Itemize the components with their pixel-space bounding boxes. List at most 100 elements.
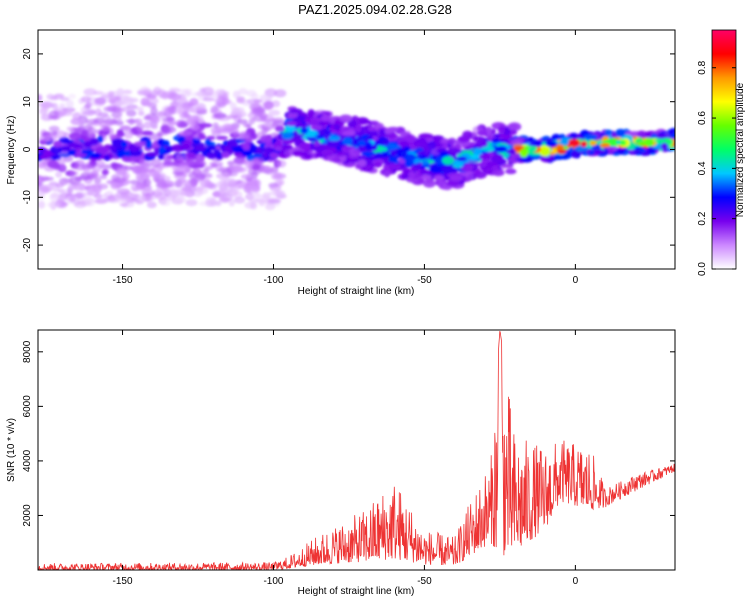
heatmap-cell xyxy=(232,90,241,99)
heatmap-cell xyxy=(198,123,213,128)
heatmap-cell xyxy=(442,156,455,165)
heatmap-cell xyxy=(100,124,111,132)
heatmap-cell xyxy=(141,189,155,197)
heatmap-cell xyxy=(46,93,55,100)
heatmap-cell xyxy=(157,153,165,160)
heatmap-cell xyxy=(476,130,488,135)
heatmap-cell xyxy=(47,160,59,169)
heatmap-cell xyxy=(149,115,160,123)
heatmap-cell xyxy=(421,160,430,166)
heatmap-cell xyxy=(153,86,162,96)
heatmap-cell xyxy=(230,166,244,173)
heatmap-cell xyxy=(185,119,196,125)
spectrogram-ytick-label: -20 xyxy=(22,237,33,252)
heatmap-cell xyxy=(510,139,524,148)
heatmap-cell xyxy=(189,123,200,131)
heatmap-cell xyxy=(86,118,99,125)
heatmap-cell xyxy=(214,89,225,95)
heatmap-cell xyxy=(163,126,177,133)
heatmap-cell xyxy=(403,168,410,176)
heatmap-cell xyxy=(60,96,70,102)
heatmap-cell xyxy=(132,164,143,174)
heatmap-cell xyxy=(263,118,277,123)
heatmap-cell xyxy=(583,134,598,140)
heatmap-cell xyxy=(300,127,308,134)
heatmap-cell xyxy=(157,181,168,189)
heatmap-cell xyxy=(215,135,228,140)
heatmap-cell xyxy=(172,171,185,176)
heatmap-cell xyxy=(282,139,294,145)
heatmap-cell xyxy=(40,184,53,193)
snr-ticks: -150 -100 -50 0 2000 4000 6000 8000 xyxy=(22,330,675,587)
heatmap-cell xyxy=(245,124,252,129)
heatmap-cell xyxy=(274,146,283,152)
heatmap-cell xyxy=(269,183,282,192)
heatmap-cell xyxy=(238,131,251,139)
heatmap-cell xyxy=(178,130,193,137)
heatmap-cell xyxy=(246,189,253,195)
heatmap-cell xyxy=(40,101,55,109)
heatmap-cell xyxy=(180,154,188,163)
heatmap-cell xyxy=(68,93,76,99)
heatmap-cell xyxy=(127,97,136,104)
heatmap-cell xyxy=(379,147,388,152)
heatmap-cell xyxy=(232,130,240,136)
snr-panel: -150 -100 -50 0 2000 4000 6000 8000 Height of s… xyxy=(6,329,676,597)
heatmap-cell xyxy=(70,170,79,176)
heatmap-cell xyxy=(65,99,74,109)
heatmap-cell xyxy=(539,147,551,157)
colorbar-ticks: 0.0 0.2 0.4 0.6 0.8 xyxy=(697,60,736,276)
heatmap-cell xyxy=(185,152,196,159)
heatmap-cell xyxy=(320,115,331,122)
snr-ytick-label: 2000 xyxy=(22,504,33,527)
snr-xlabel: Height of straight line (km) xyxy=(298,586,415,597)
heatmap-cell xyxy=(123,165,134,170)
heatmap-cell xyxy=(72,182,86,191)
heatmap-cell xyxy=(38,200,46,209)
heatmap-cell xyxy=(181,143,191,150)
heatmap-cell xyxy=(108,197,120,204)
heatmap-cell xyxy=(328,135,341,142)
heatmap-cell xyxy=(269,152,279,159)
heatmap-cell xyxy=(177,89,190,94)
heatmap-cell xyxy=(161,117,176,122)
heatmap-cell xyxy=(644,138,654,147)
heatmap-cell xyxy=(87,162,95,170)
heatmap-cell xyxy=(222,178,237,187)
spectrogram-ytick-label: 0 xyxy=(22,146,33,152)
heatmap-cell xyxy=(142,168,155,173)
spectrogram-xlabel: Height of straight line (km) xyxy=(298,286,415,297)
heatmap-cell xyxy=(473,135,480,142)
snr-series-line xyxy=(38,330,675,570)
heatmap-cell xyxy=(473,148,481,154)
heatmap-cell xyxy=(382,140,390,146)
heatmap-cell xyxy=(276,160,287,168)
heatmap-cell xyxy=(256,107,266,113)
heatmap-cell xyxy=(296,115,306,122)
heatmap-cell xyxy=(571,149,579,159)
heatmap-cell xyxy=(38,182,44,187)
heatmap-cell xyxy=(252,163,261,171)
heatmap-cell xyxy=(122,89,133,95)
heatmap-cell xyxy=(232,190,243,199)
heatmap-cell xyxy=(361,164,374,172)
heatmap-cell xyxy=(87,130,95,138)
heatmap-cell xyxy=(224,124,238,130)
heatmap-cell xyxy=(193,159,206,166)
heatmap-cell xyxy=(196,91,204,97)
heatmap-cell xyxy=(318,130,325,136)
heatmap-cell xyxy=(97,135,104,143)
heatmap-cell xyxy=(67,149,77,156)
heatmap-cell xyxy=(278,179,285,186)
heatmap-cell xyxy=(271,100,281,108)
heatmap-cell xyxy=(206,152,217,159)
heatmap-cell xyxy=(94,198,107,204)
heatmap-cell xyxy=(168,87,181,93)
heatmap-cell xyxy=(63,132,70,137)
heatmap-cell xyxy=(274,89,287,98)
spectrogram-ytick-label: 10 xyxy=(22,96,33,108)
heatmap-cell xyxy=(253,157,265,166)
heatmap-cell xyxy=(175,153,182,161)
